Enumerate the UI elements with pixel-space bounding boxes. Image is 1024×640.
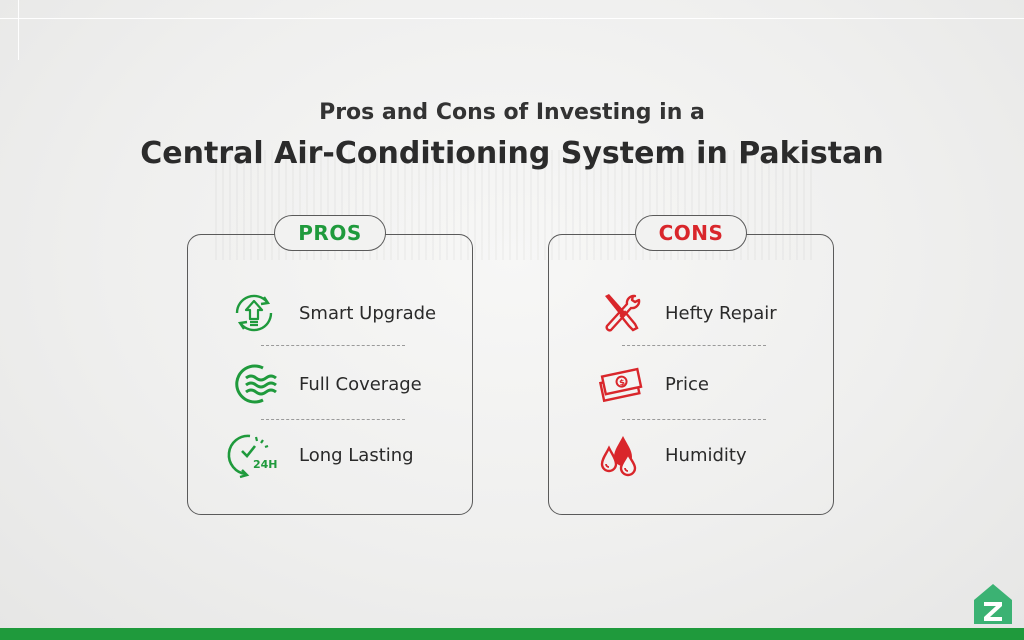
divider [622, 419, 766, 420]
tools-icon [589, 287, 651, 339]
svg-text:$: $ [618, 377, 626, 387]
pros-panel: PROS Smart Upgrade Full Covera [187, 215, 473, 515]
divider [622, 345, 766, 346]
upgrade-arrow-icon [223, 287, 285, 339]
cons-item-label: Hefty Repair [665, 302, 777, 324]
cons-item-humidity: Humidity [589, 429, 829, 481]
pros-item-label: Long Lasting [299, 444, 414, 466]
brand-logo-icon [970, 580, 1016, 626]
cons-panel: CONS Hefty Repair $ Price [548, 215, 834, 515]
airflow-waves-icon [223, 358, 285, 410]
pros-item-smart-upgrade: Smart Upgrade [223, 287, 463, 339]
pros-item-label: Full Coverage [299, 373, 422, 395]
pros-item-label: Smart Upgrade [299, 302, 437, 324]
background-line [0, 18, 1024, 19]
pros-heading: PROS [274, 215, 386, 251]
24h-clock-icon: 24H [223, 429, 285, 481]
money-icon: $ [589, 358, 651, 410]
background-line [18, 0, 19, 60]
water-drops-icon [589, 429, 651, 481]
cons-item-hefty-repair: Hefty Repair [589, 287, 829, 339]
cons-item-label: Humidity [665, 444, 747, 466]
cons-item-price: $ Price [589, 358, 829, 410]
cons-heading: CONS [635, 215, 747, 251]
svg-text:24H: 24H [253, 458, 278, 471]
pros-item-full-coverage: Full Coverage [223, 358, 463, 410]
title-line-2: Central Air-Conditioning System in Pakis… [140, 136, 884, 171]
pros-item-long-lasting: 24H Long Lasting [223, 429, 463, 481]
title-line-1: Pros and Cons of Investing in a [319, 100, 705, 125]
divider [261, 419, 405, 420]
divider [261, 345, 405, 346]
cons-item-label: Price [665, 373, 709, 395]
footer-bar [0, 628, 1024, 640]
